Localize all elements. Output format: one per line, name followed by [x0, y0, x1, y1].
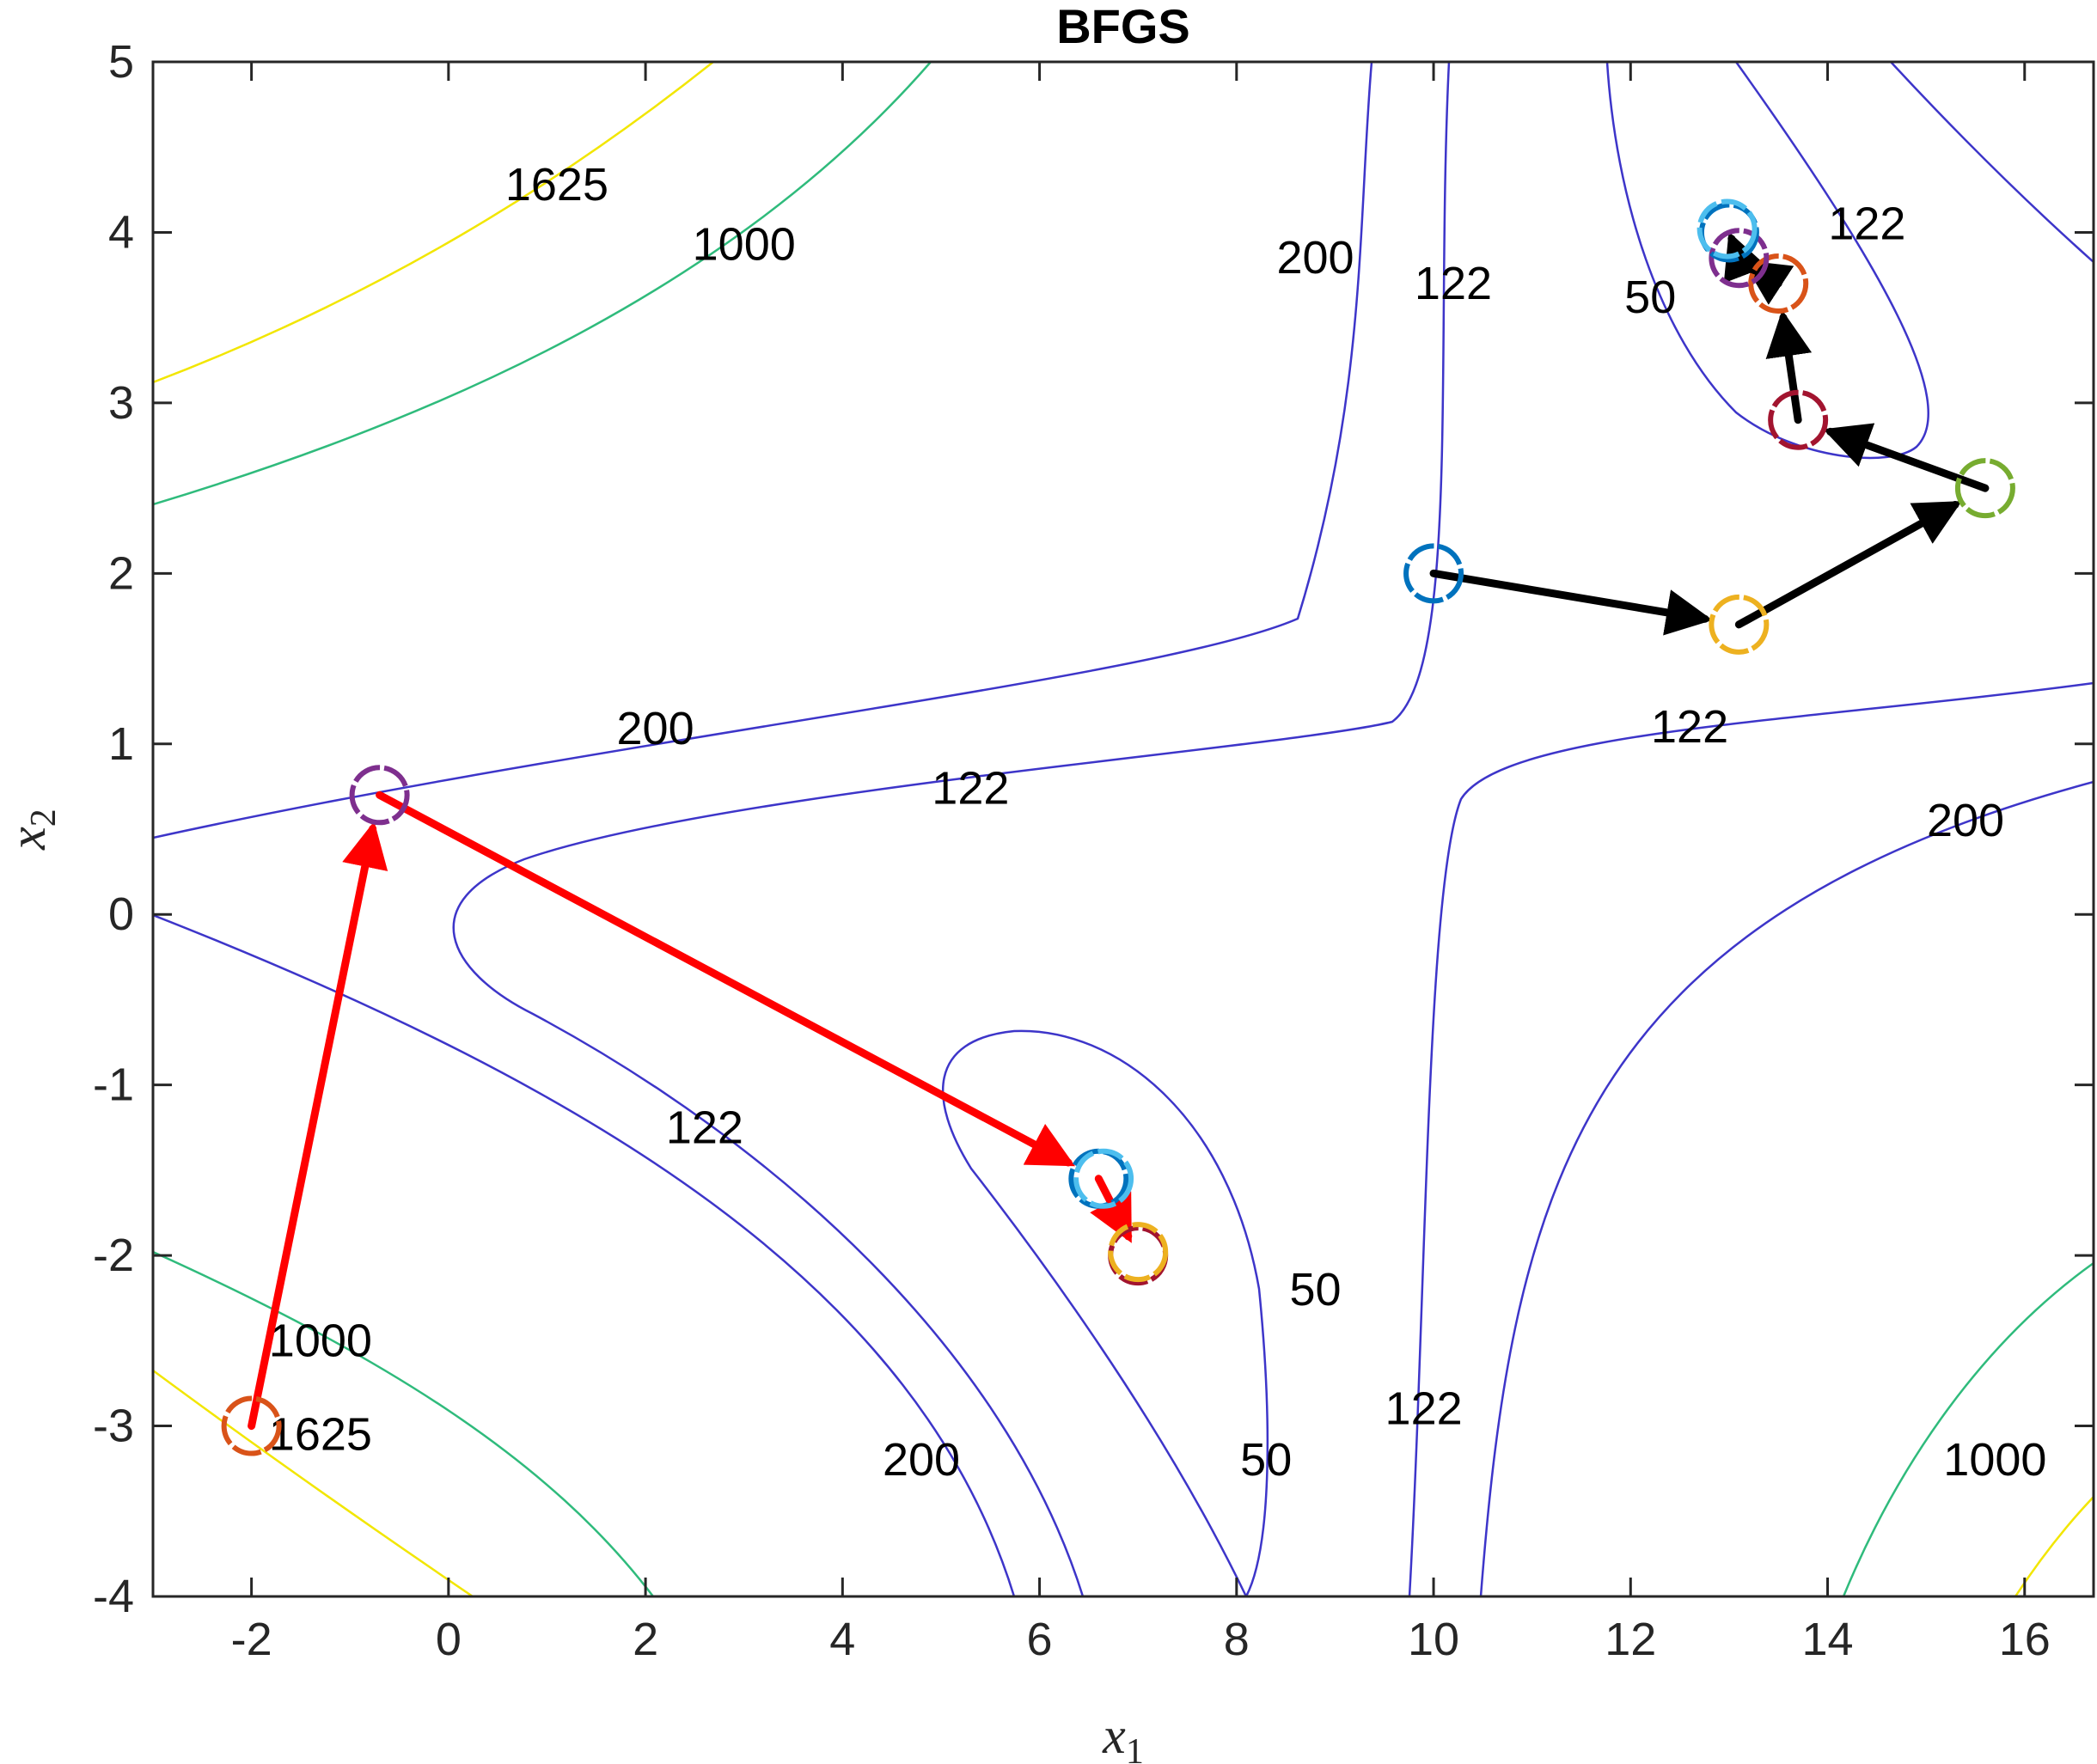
contour-label-50: 50	[1240, 1434, 1292, 1486]
contour-line-1625	[2014, 1496, 2094, 1596]
x-tick-label: 12	[1605, 1614, 1656, 1665]
iterate-marker	[221, 1395, 282, 1456]
iterate-marker	[1954, 458, 2015, 519]
contour-line-122	[452, 62, 1451, 1596]
y-tick-label: -3	[93, 1401, 134, 1452]
contour-label-1000: 1000	[269, 1315, 372, 1366]
y-tick-label: 5	[108, 36, 134, 88]
y-axis-label-subscript: 2	[24, 809, 64, 827]
contour-line-122	[1408, 681, 2094, 1596]
contour-labels: 1625 1625 1000 1000 1000 200 200 200 200 122 122 12…	[269, 159, 2047, 1486]
x-tick-label: 0	[436, 1614, 462, 1665]
contour-label-122: 122	[1828, 198, 1905, 250]
contour-label-1000: 1000	[693, 218, 796, 270]
plot-frame	[151, 60, 2095, 1598]
contour-line-1000	[1842, 1261, 2094, 1596]
x-axis-label: x1	[1102, 1707, 1144, 1764]
path-step-arrow	[1765, 309, 1813, 424]
contour-label-50: 50	[1289, 1264, 1341, 1315]
x-tick-label: 16	[1999, 1614, 2051, 1665]
x-tick-label: 4	[829, 1614, 855, 1665]
contour-line-200	[1479, 780, 2094, 1596]
contour-label-122: 122	[1415, 258, 1492, 309]
contour-label-122: 122	[1651, 701, 1728, 753]
iterate-marker	[349, 765, 410, 826]
contour-label-200: 200	[1927, 795, 2004, 846]
iterate-marker	[1709, 228, 1770, 289]
iterate-marker	[1768, 389, 1829, 450]
contour-label-122: 122	[666, 1102, 743, 1153]
contour-label-1625: 1625	[505, 159, 608, 211]
path-step-arrow	[1823, 423, 1990, 492]
contour-label-200: 200	[1276, 232, 1354, 284]
contour-label-50: 50	[1624, 272, 1676, 323]
iterate-marker	[1403, 543, 1464, 604]
x-tick-label: 8	[1224, 1614, 1250, 1665]
contour-line-50	[941, 1029, 1269, 1596]
contour-label-1000: 1000	[1943, 1434, 2046, 1486]
contour-line-1625	[153, 62, 714, 384]
contour-line-1000	[153, 1250, 654, 1596]
contour-line-122	[1890, 62, 2094, 263]
contour-line-1000	[153, 62, 932, 506]
contour-label-122: 122	[932, 762, 1009, 814]
path-step-arrow	[376, 790, 1075, 1167]
y-tick-label: 3	[108, 377, 134, 429]
y-tick-label: -2	[93, 1230, 134, 1281]
iterate-marker	[1709, 594, 1770, 655]
path-step-arrow	[1429, 569, 1713, 636]
iterate-markers	[221, 198, 2015, 1456]
contour-line-200	[153, 913, 1016, 1596]
contour-label-1625: 1625	[269, 1408, 372, 1460]
x-tick-label: 10	[1408, 1614, 1459, 1665]
iterate-marker	[1697, 198, 1758, 259]
contour-label-200: 200	[883, 1434, 960, 1486]
contour-line-1625	[153, 1369, 474, 1596]
chart-title: BFGS	[1056, 0, 1190, 53]
y-tick-label: -1	[93, 1059, 134, 1111]
x-tick-label: -2	[231, 1614, 272, 1665]
iterate-marker	[1108, 1222, 1169, 1283]
y-tick-label: 4	[108, 206, 134, 258]
path-step-arrow	[1734, 500, 1962, 629]
iterate-marker	[1748, 253, 1809, 314]
y-tick-label: 2	[108, 547, 134, 599]
y-tick-label: 1	[108, 718, 134, 770]
x-tick-label: 2	[633, 1614, 658, 1665]
x-axis-label-subscript: 1	[1126, 1732, 1144, 1764]
contour-line-200	[153, 62, 1373, 839]
path-step-arrow	[248, 821, 388, 1431]
y-axis-label-base: x	[0, 827, 56, 851]
x-axis-label-base: x	[1102, 1707, 1126, 1764]
x-tick-label: 6	[1027, 1614, 1053, 1665]
y-tick-label: 0	[108, 888, 134, 940]
iterate-marker	[1073, 1148, 1134, 1209]
y-axis-label: x2	[0, 809, 64, 851]
x-tick-label: 14	[1801, 1614, 1853, 1665]
optimization-paths	[248, 231, 1990, 1431]
contour-label-200: 200	[617, 703, 694, 754]
contour-label-122: 122	[1385, 1383, 1463, 1435]
y-tick-label: -4	[93, 1571, 134, 1622]
